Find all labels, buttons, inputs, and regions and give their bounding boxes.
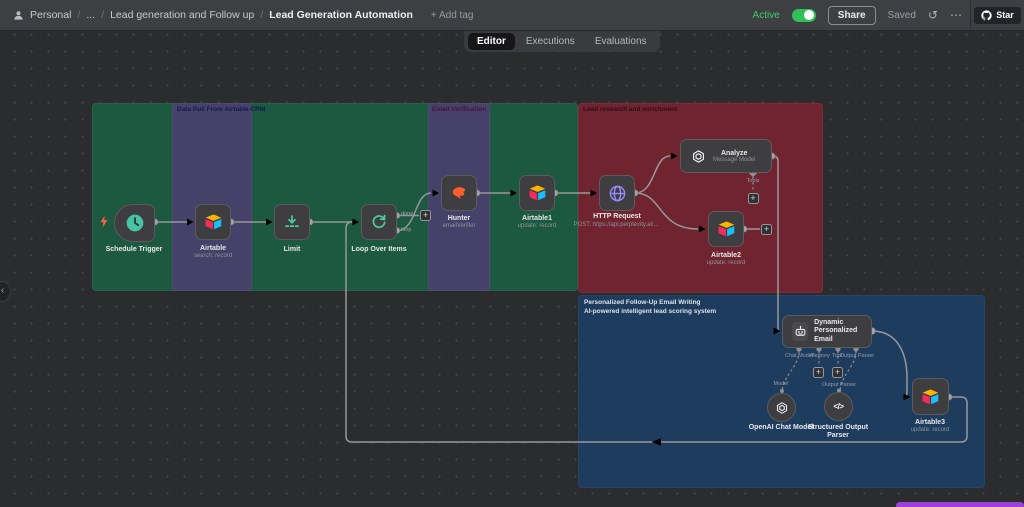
- breadcrumb-project[interactable]: Personal: [30, 9, 72, 21]
- node-label-structured-output-line1: Structured Output: [807, 424, 869, 431]
- sticky-note-green[interactable]: [92, 103, 578, 291]
- port-label-memory: Memory: [810, 352, 830, 359]
- user-icon: [13, 10, 24, 21]
- sticky-note-data-pull[interactable]: Data Pull From Airtable CRM: [172, 103, 265, 291]
- github-icon: [981, 9, 992, 21]
- node-airtable3[interactable]: [912, 378, 949, 415]
- github-star-label: Star: [996, 10, 1014, 20]
- breadcrumb-separator: /: [101, 9, 105, 21]
- node-subtitle-http-request: POST: https://api.perplexity.ai/...: [573, 222, 659, 228]
- add-node-button-done[interactable]: +: [420, 209, 431, 221]
- add-tool-button[interactable]: +: [747, 193, 759, 204]
- port-label-tools: Tools: [746, 178, 760, 184]
- node-label-limit: Limit: [283, 246, 301, 253]
- breadcrumb: Personal / ... / Lead generation and Fol…: [0, 9, 473, 21]
- node-label-http-request: HTTP Request: [593, 213, 641, 220]
- node-openai-chat-model[interactable]: [767, 393, 796, 422]
- node-subtitle-airtable: search: record: [193, 252, 233, 259]
- node-label-airtable1: Airtable1: [522, 215, 552, 222]
- active-toggle[interactable]: [791, 8, 816, 22]
- sticky-title-email-verification: Email Verification: [432, 106, 487, 113]
- breadcrumb-separator: /: [77, 9, 81, 21]
- openai-icon: [691, 149, 706, 164]
- openai-icon: [775, 401, 789, 415]
- output-label-done: done: [401, 211, 414, 217]
- node-http-request[interactable]: [599, 175, 635, 211]
- node-loop-over-items[interactable]: [361, 204, 397, 240]
- header: Personal / ... / Lead generation and Fol…: [0, 0, 1024, 31]
- node-dynamic-personalized-email[interactable]: Dynamic Personalized Email: [782, 315, 872, 348]
- limit-icon: [283, 213, 301, 231]
- node-hunter[interactable]: [441, 175, 477, 211]
- add-node-button-airtable2[interactable]: +: [761, 223, 772, 235]
- active-label: Active: [752, 9, 780, 21]
- sticky-title-followup-line2: AI-powered intelligent lead scoring syst…: [584, 307, 717, 315]
- airtable-icon: [528, 185, 547, 201]
- more-options-icon[interactable]: ⋯: [950, 8, 962, 22]
- node-label-airtable: Airtable: [199, 245, 227, 252]
- breadcrumb-folder[interactable]: Lead generation and Follow up: [110, 9, 255, 21]
- chevron-left-icon: ‹: [0, 285, 5, 296]
- add-tool-button-agent[interactable]: +: [832, 366, 843, 378]
- port-label-model: Model: [773, 381, 789, 387]
- node-subtitle-airtable1: update: record: [517, 223, 557, 229]
- saved-status: Saved: [887, 9, 916, 21]
- code-icon: </>: [833, 402, 844, 411]
- toggle-knob: [804, 10, 815, 20]
- node-airtable1[interactable]: [519, 175, 555, 211]
- airtable-icon: [204, 214, 223, 230]
- clock-icon: [125, 213, 145, 233]
- node-airtable2[interactable]: [708, 211, 744, 247]
- node-title-dynamic-line2: Personalized Email: [814, 327, 858, 343]
- node-subtitle-airtable2: update: record: [706, 259, 746, 266]
- port-label-output-parser: Output Parser: [839, 352, 875, 359]
- output-label-loop: loop: [401, 227, 412, 233]
- node-airtable[interactable]: [195, 204, 231, 240]
- add-memory-button[interactable]: +: [813, 366, 824, 378]
- share-button[interactable]: Share: [827, 5, 876, 25]
- node-label-airtable2: Airtable2: [711, 252, 741, 259]
- history-icon[interactable]: ↺: [927, 8, 938, 22]
- port-label-chat-model: Chat Model: [784, 352, 814, 359]
- breadcrumb-separator: /: [260, 9, 264, 21]
- breadcrumb-ellipsis[interactable]: ...: [86, 9, 96, 21]
- tab-executions[interactable]: Executions: [525, 35, 575, 47]
- node-subtitle-hunter: emailVerifier: [442, 223, 476, 229]
- tab-evaluations[interactable]: Evaluations: [594, 35, 647, 47]
- robot-icon: [792, 322, 809, 341]
- airtable-icon: [717, 221, 736, 237]
- bottom-panel-edge[interactable]: [896, 502, 1024, 507]
- tab-editor[interactable]: Editor: [468, 32, 515, 50]
- workflow-title[interactable]: Lead Generation Automation: [269, 9, 413, 21]
- github-section: Star: [970, 0, 1024, 30]
- port-label-output-parser-sub: Output Parser: [821, 381, 857, 388]
- node-label-schedule-trigger: Schedule Trigger: [105, 246, 163, 253]
- sticky-title-data-pull: Data Pull From Airtable CRM: [177, 106, 266, 113]
- globe-icon: [608, 184, 627, 203]
- airtable-icon: [921, 389, 940, 405]
- hunter-icon: [450, 184, 468, 202]
- node-label-openai-chat-model: OpenAI Chat Model: [748, 424, 814, 431]
- node-title-dynamic-line1: Dynamic: [814, 318, 844, 326]
- node-label-airtable3: Airtable3: [915, 419, 945, 426]
- node-limit[interactable]: [274, 204, 310, 240]
- github-star-button[interactable]: Star: [973, 5, 1022, 25]
- node-analyze[interactable]: Analyze Message Model: [680, 139, 772, 173]
- node-label-loop-over-items: Loop Over Items: [351, 246, 407, 253]
- sticky-title-followup-line1: Personalized Follow-Up Email Writing: [584, 299, 701, 306]
- sticky-title-lead-research: Lead research and enrichment: [583, 106, 678, 113]
- node-structured-output-parser[interactable]: </>: [824, 392, 853, 421]
- node-title-analyze: Analyze: [720, 149, 748, 157]
- node-subtitle-analyze: Message Model: [713, 156, 756, 163]
- node-label-structured-output-line2: Parser: [827, 432, 849, 439]
- lightning-trigger-icon: [100, 215, 108, 228]
- loop-icon: [370, 213, 388, 231]
- node-label-hunter: Hunter: [447, 215, 471, 222]
- view-tabs: Editor Executions Evaluations: [464, 30, 660, 52]
- node-schedule-trigger[interactable]: [114, 204, 155, 242]
- add-tag-button[interactable]: + Add tag: [430, 9, 474, 21]
- node-subtitle-airtable3: update: record: [910, 427, 950, 433]
